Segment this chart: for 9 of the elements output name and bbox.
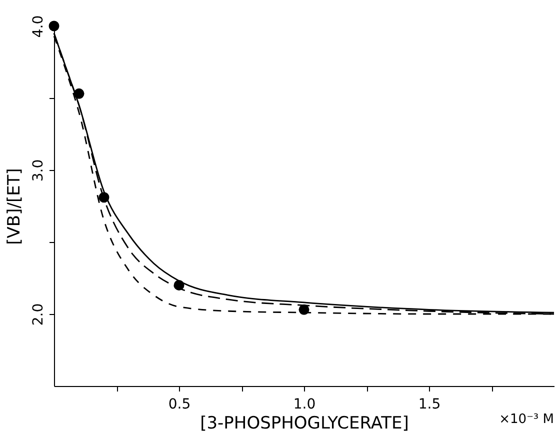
x-tick-label: 0.5 (168, 396, 191, 412)
x-tick-label: 1.5 (418, 396, 441, 412)
x-axis-title: [3-PHOSPHOGLYCERATE] (200, 414, 409, 434)
x-tick-label: 1.0 (293, 396, 316, 412)
y-tick-label: 3.0 (30, 159, 46, 182)
text: ×10⁻³ M (499, 412, 554, 427)
y-tick-label: 4.0 (30, 15, 46, 38)
y-tick-label: 2.0 (30, 303, 46, 326)
y-axis-title: [VB]/[ET] (4, 168, 24, 245)
